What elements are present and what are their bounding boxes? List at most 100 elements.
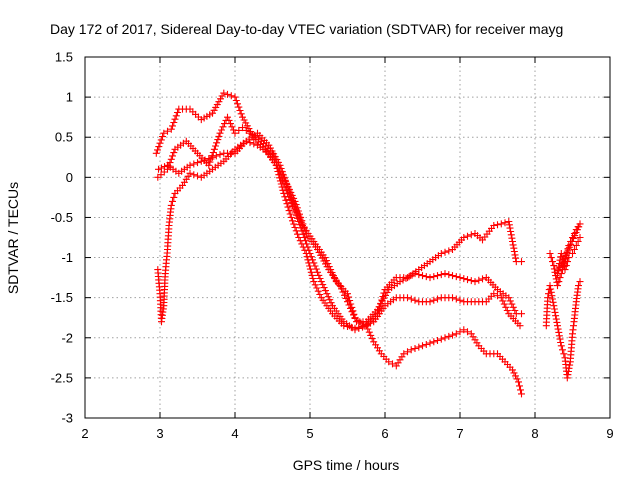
data-point: [547, 288, 555, 296]
data-point: [347, 300, 355, 308]
y-tick-label: -1: [61, 250, 73, 265]
data-point: [283, 181, 291, 189]
data-point: [576, 278, 584, 286]
data-point: [231, 93, 239, 101]
data-point: [556, 274, 564, 282]
data-point: [197, 157, 205, 165]
data-point: [475, 276, 483, 284]
data-point: [399, 276, 407, 284]
data-point: [161, 163, 168, 171]
data-point: [221, 120, 228, 128]
y-axis-ticks: -3 -2.5 -2 -1.5 -1 -0.5 0 0.5 1 1.5: [51, 50, 610, 426]
data-points: [152, 89, 584, 398]
data-point: [240, 116, 248, 124]
data-point: [295, 212, 303, 220]
data-point: [512, 254, 520, 262]
data-point: [430, 338, 438, 346]
data-point: [164, 127, 171, 135]
data-point: [467, 231, 475, 239]
data-point: [422, 273, 430, 281]
data-point: [563, 374, 571, 382]
data-point: [559, 256, 567, 264]
x-tick-label: 3: [156, 426, 163, 441]
data-point: [321, 254, 329, 262]
data-point: [167, 125, 175, 133]
data-point: [296, 237, 304, 245]
data-point: [289, 217, 296, 225]
data-point: [237, 110, 245, 118]
data-point: [508, 234, 516, 242]
x-axis-ticks: 2 3 4 5 6 7 8 9: [81, 57, 614, 441]
data-point: [553, 318, 561, 326]
y-tick-label: 0.5: [55, 130, 73, 145]
data-point: [511, 307, 519, 314]
data-point: [323, 290, 331, 298]
data-point: [341, 291, 348, 299]
data-point: [430, 296, 438, 304]
data-point: [507, 231, 515, 239]
data-point: [167, 155, 175, 163]
data-point: [294, 230, 301, 238]
data-point: [165, 162, 173, 170]
data-point: [296, 215, 304, 223]
data-point: [327, 266, 335, 274]
y-tick-label: 1: [66, 90, 73, 105]
data-point: [209, 149, 217, 156]
data-point: [298, 240, 306, 248]
data-point: [567, 240, 575, 248]
data-point: [503, 307, 511, 314]
data-point: [313, 284, 321, 292]
data-point: [365, 328, 373, 336]
data-point: [209, 109, 216, 117]
data-point: [568, 237, 576, 245]
data-point: [216, 151, 224, 159]
data-point: [266, 144, 274, 152]
data-point: [411, 345, 419, 352]
data-point: [170, 149, 178, 157]
y-tick-label: -1.5: [51, 290, 73, 305]
data-point: [235, 103, 243, 111]
data-point: [290, 200, 298, 208]
data-point: [509, 241, 517, 249]
data-point: [170, 193, 178, 201]
data-point: [565, 243, 573, 251]
data-point: [404, 348, 411, 356]
data-point: [308, 271, 316, 279]
data-point: [284, 203, 292, 211]
data-point: [422, 341, 430, 348]
data-point: [336, 282, 344, 290]
data-point: [497, 294, 505, 302]
data-point: [575, 223, 583, 231]
data-point: [265, 141, 273, 149]
data-point: [159, 133, 166, 141]
data-point: [287, 193, 295, 201]
data-point: [170, 119, 178, 126]
data-point: [316, 291, 324, 298]
data-point: [152, 149, 160, 157]
data-point: [322, 257, 330, 265]
data-point: [215, 132, 223, 140]
data-point: [400, 350, 408, 358]
data-point: [550, 302, 558, 310]
data-point: [304, 256, 312, 264]
data-point: [282, 196, 290, 204]
data-point: [314, 268, 321, 276]
data-point: [506, 297, 514, 305]
data-point: [212, 152, 220, 160]
data-point: [322, 287, 329, 295]
data-point: [367, 319, 374, 327]
data-point: [186, 169, 194, 177]
data-point: [430, 273, 438, 281]
data-point: [291, 224, 299, 231]
data-point: [555, 328, 563, 336]
data-point: [548, 292, 556, 300]
data-point: [169, 122, 176, 130]
plot-frame: [84, 56, 611, 419]
data-point: [306, 262, 314, 270]
data-point: [314, 287, 322, 295]
data-point: [219, 123, 227, 131]
data-point: [574, 238, 582, 245]
data-point: [276, 177, 284, 185]
y-tick-label: -3: [61, 411, 73, 426]
data-point: [156, 139, 164, 147]
